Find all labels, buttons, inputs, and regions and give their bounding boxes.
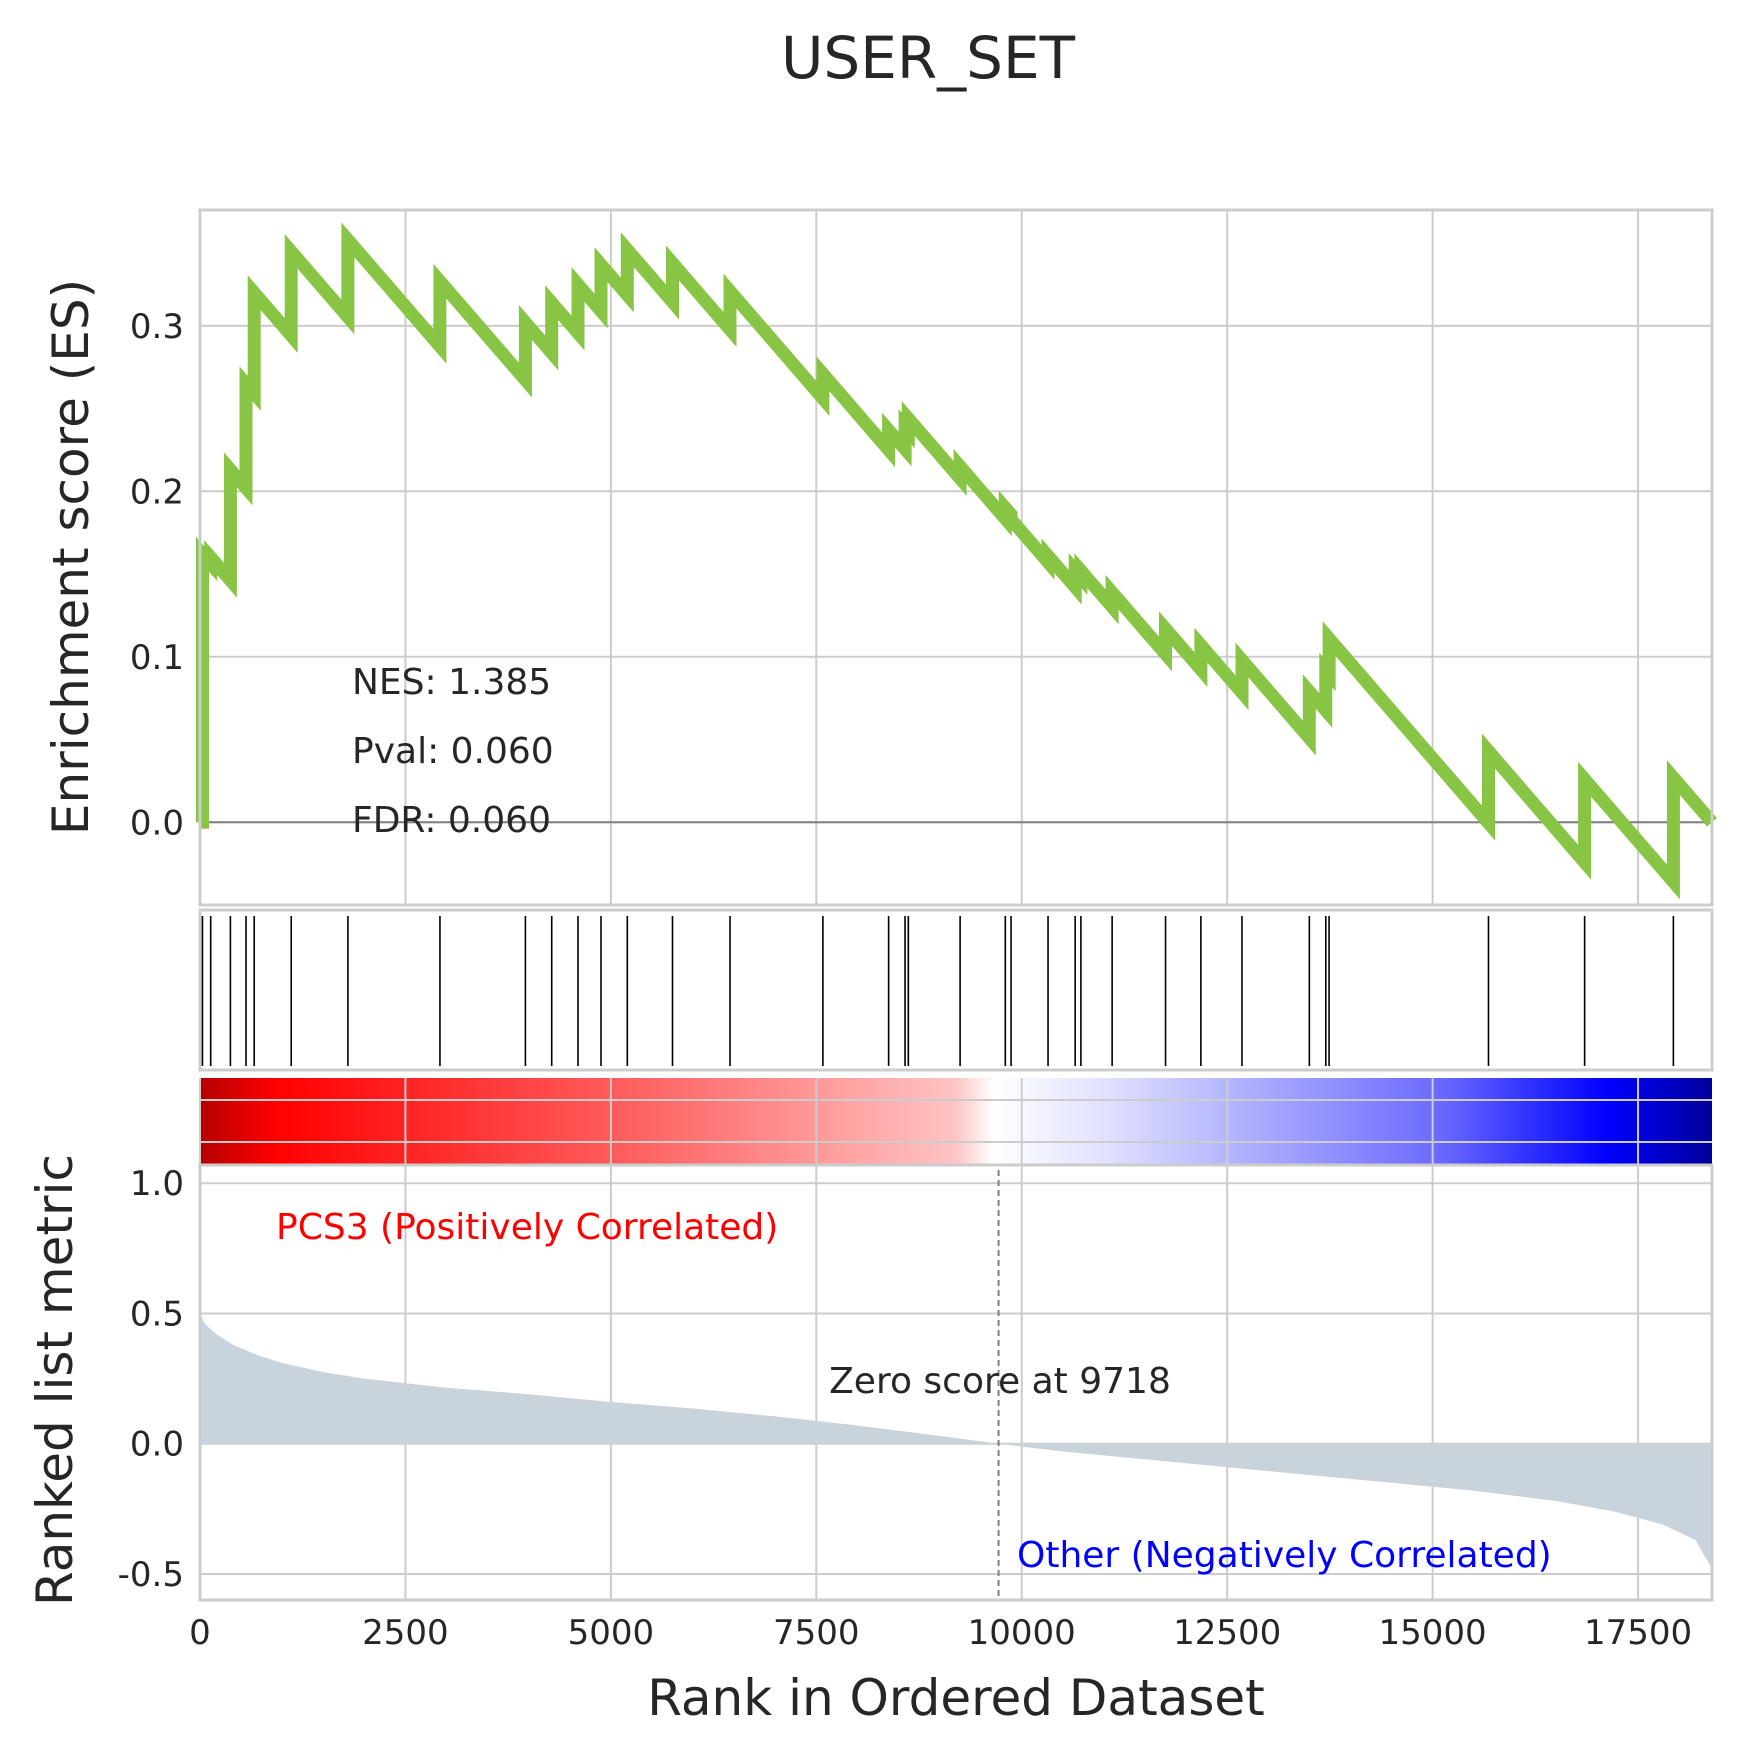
x-tick-label: 12500 [1173,1613,1281,1653]
es-panel-frame [198,208,1714,907]
x-tick-label: 5000 [568,1613,655,1653]
negative-correlation-label: Other (Negatively Correlated) [1017,1535,1552,1576]
gene-hit-lines [201,916,1675,1066]
es-y-tick-label: 0.0 [130,803,184,843]
es-y-axis-title: Enrichment score (ES) [42,279,100,835]
x-tick-label: 7500 [773,1613,860,1653]
x-tick-labels: 0 2500 5000 7500 10000 12500 15000 17500 [189,1613,1692,1653]
metric-panel: -0.5 0.0 0.5 1.0 0 2500 5000 7500 10000 12500 150… [26,1078,1714,1727]
nes-label: NES: 1.385 [352,662,551,703]
x-tick-label: 17500 [1584,1613,1692,1653]
ranked-metric-area [200,1313,1712,1569]
x-tick-label: 15000 [1379,1613,1487,1653]
zero-score-label: Zero score at 9718 [829,1361,1171,1402]
x-axis-title: Rank in Ordered Dataset [647,1669,1264,1727]
metric-y-tick-label: 1.0 [130,1164,184,1204]
x-tick-label: 2500 [362,1613,449,1653]
metric-y-axis-title: Ranked list metric [26,1154,84,1606]
es-y-tick-label: 0.1 [130,638,184,678]
metric-y-tick-label: 0.0 [130,1425,184,1465]
x-tick-label: 10000 [968,1613,1076,1653]
x-tick-label: 0 [189,1613,211,1653]
es-y-tick-labels: 0.0 0.1 0.2 0.3 [130,307,184,843]
hit-panel-frame [198,908,1714,1072]
es-panel: 0.0 0.1 0.2 0.3 NES: 1.385 Pval: 0.060 FDR:… [42,208,1717,907]
es-curve [196,222,1717,900]
metric-y-tick-label: -0.5 [118,1555,184,1595]
colorbar-gridlines [199,1078,1712,1164]
fdr-label: FDR: 0.060 [352,800,551,841]
es-y-tick-label: 0.3 [130,307,184,347]
es-y-tick-label: 0.2 [130,472,184,512]
metric-panel-frame [198,1163,1714,1602]
chart-title: USER_SET [781,24,1076,92]
hit-panel [198,908,1714,1072]
metric-y-tick-labels: -0.5 0.0 0.5 1.0 [118,1164,184,1595]
positive-correlation-label: PCS3 (Positively Correlated) [276,1207,778,1248]
pval-label: Pval: 0.060 [352,731,554,772]
rank-color-bar [200,1078,1712,1164]
metric-y-tick-label: 0.5 [130,1294,184,1334]
